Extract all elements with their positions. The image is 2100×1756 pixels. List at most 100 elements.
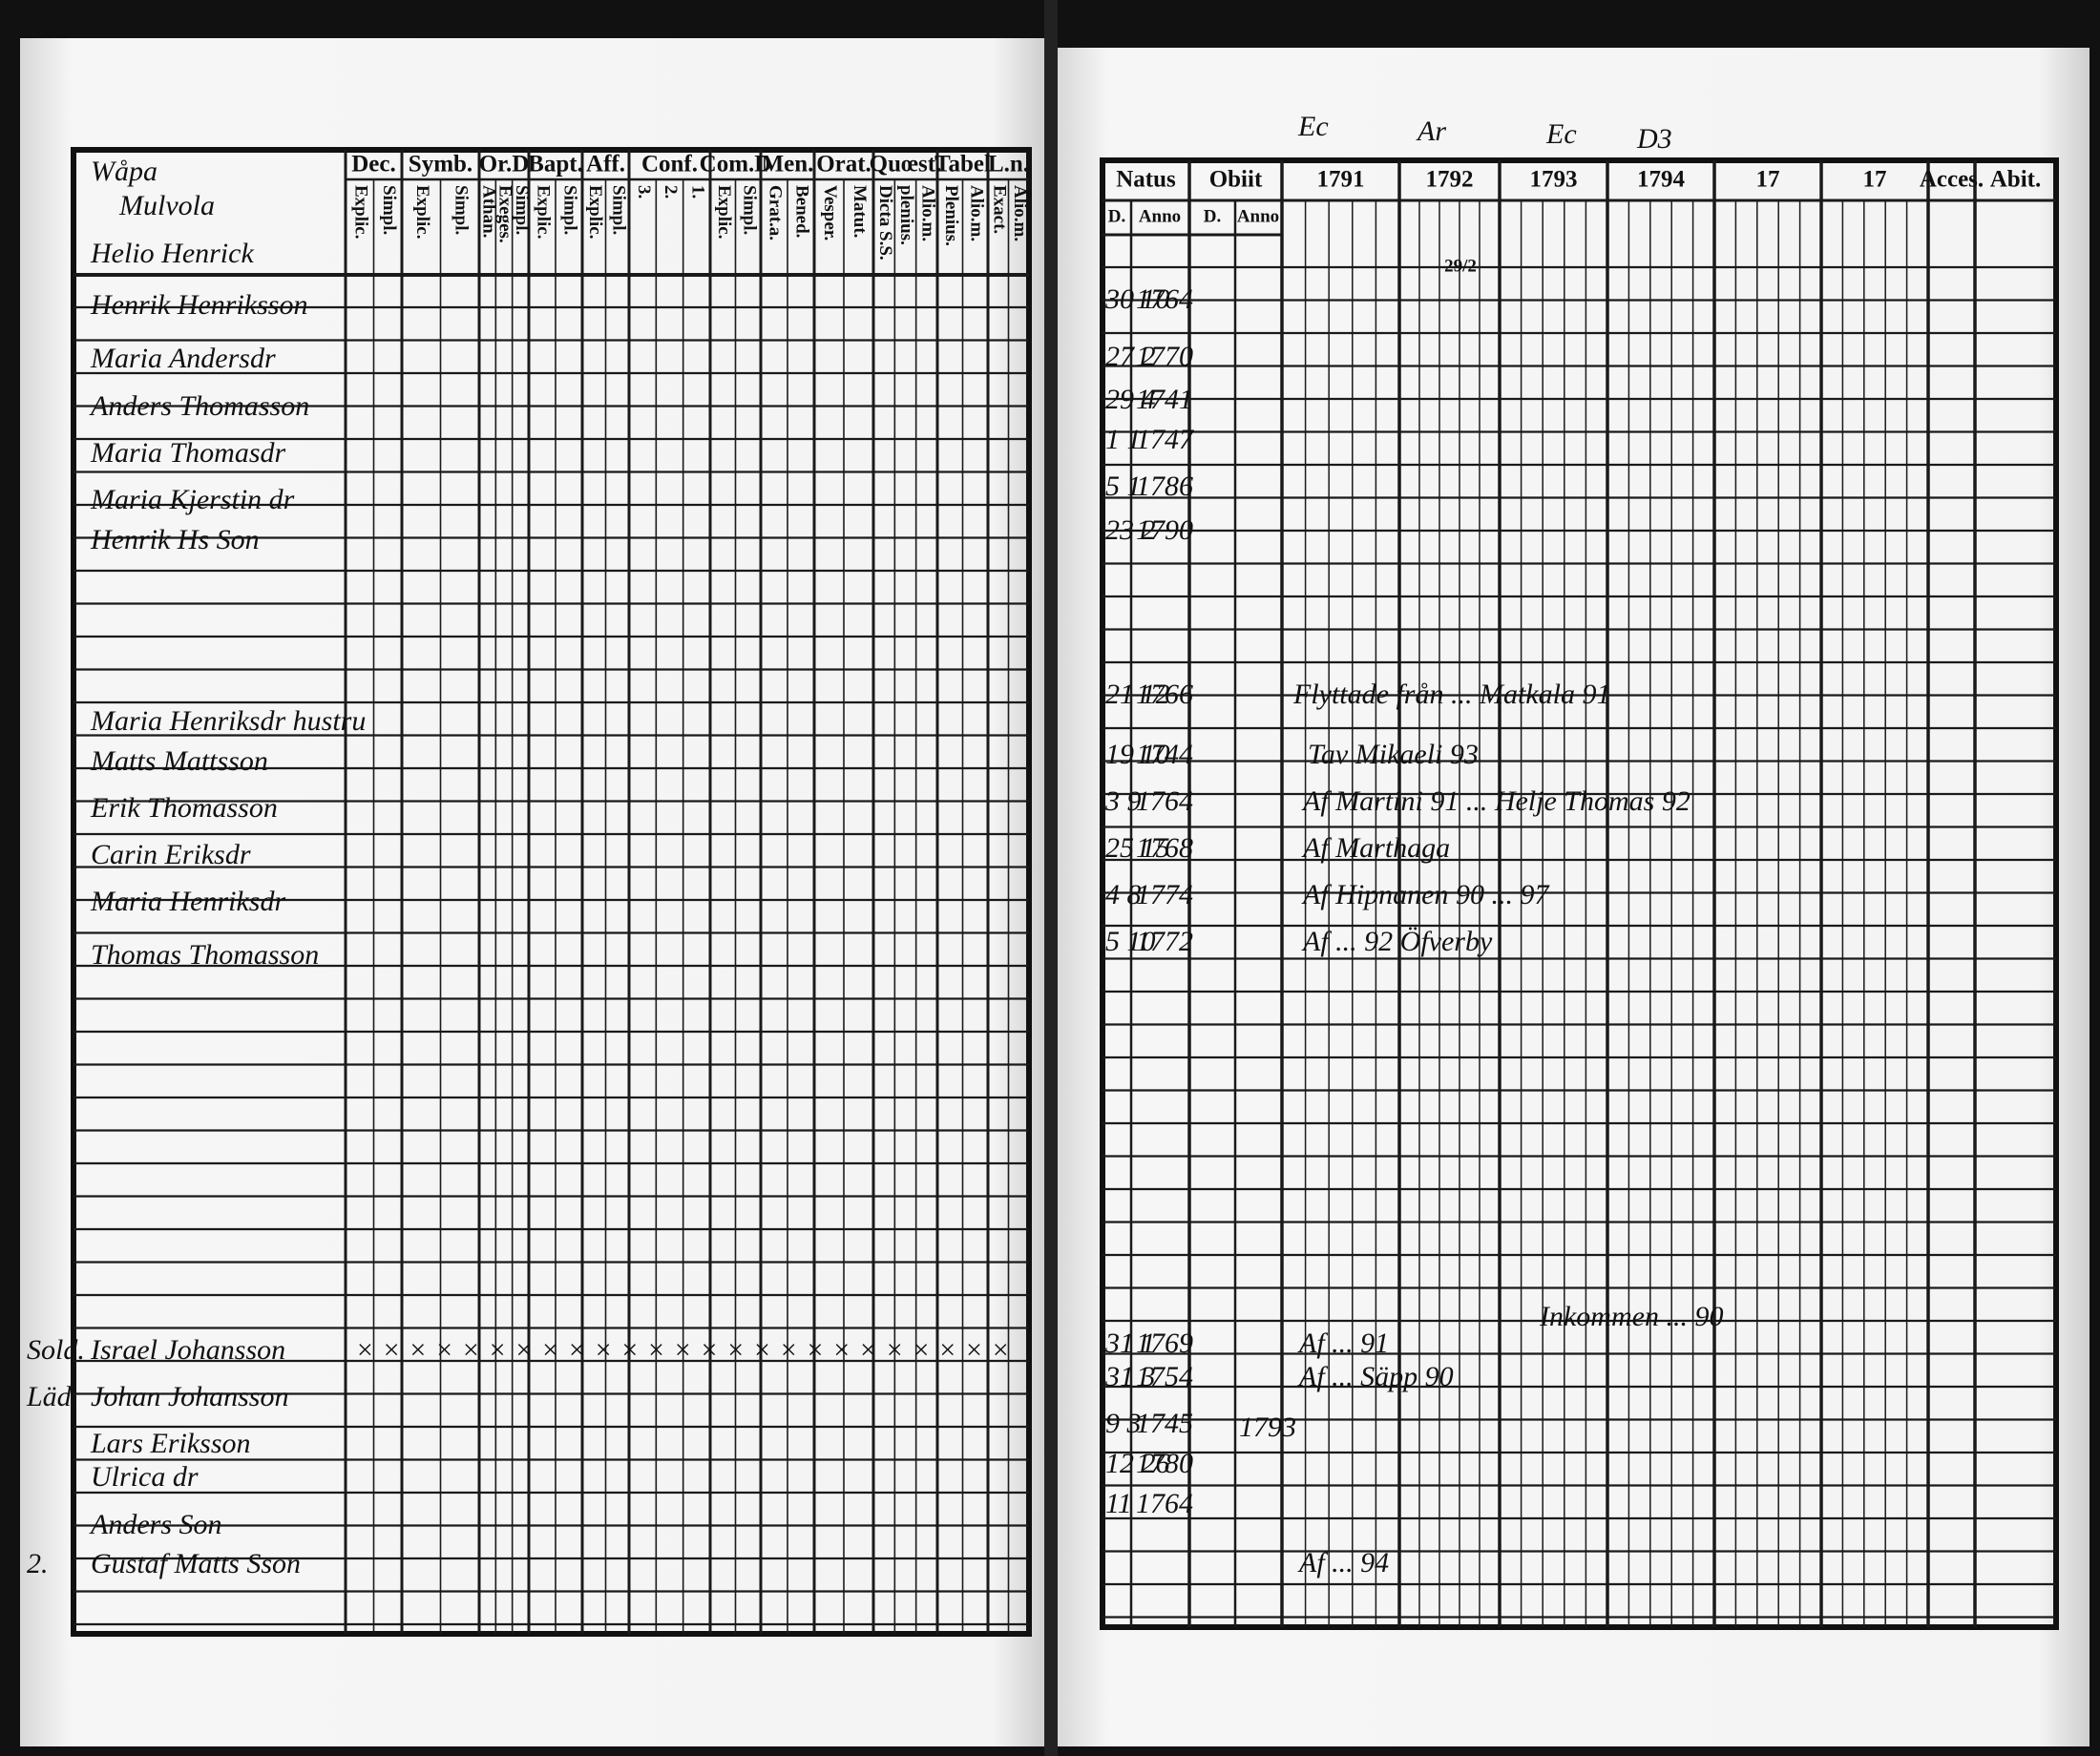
remark: Af Hipnanen 90 ... 97 xyxy=(1301,879,1550,910)
remark: Inkommen ... 90 xyxy=(1539,1301,1723,1332)
column-subhead: Alio.m. xyxy=(1010,185,1030,241)
column-title: Acces. xyxy=(1920,167,1984,193)
top-note: D3 xyxy=(1636,123,1672,155)
birth-day: 9 3 xyxy=(1105,1408,1142,1439)
column-subhead: Simpl. xyxy=(512,185,532,235)
column-subhead: Matut. xyxy=(850,185,870,238)
person-name: Gustaf Matts Sson xyxy=(91,1548,301,1579)
column-title: 1791 xyxy=(1317,167,1365,193)
side-note: Sold. xyxy=(27,1334,85,1366)
column-title: Natus xyxy=(1116,167,1176,193)
birth-year: 1764 xyxy=(1136,1488,1193,1519)
birth-day: 30 10 xyxy=(1104,283,1170,315)
person-name: Maria Thomasdr xyxy=(90,437,286,469)
person-name: Maria Henriksdr hustru xyxy=(90,705,366,737)
person-name: Israel Johansson xyxy=(90,1334,285,1366)
column-title: Abit. xyxy=(1990,167,2041,193)
birth-day: 25 15 xyxy=(1105,832,1170,864)
column-subhead: Explic. xyxy=(714,185,734,239)
column-title: Orat. xyxy=(816,152,872,178)
column-subhead: Vesper. xyxy=(820,185,840,240)
birth-year: 1741 xyxy=(1136,384,1193,415)
birth-year: 1747 xyxy=(1136,424,1195,455)
column-subhead: Simpl. xyxy=(739,185,759,235)
column-subhead: Bened. xyxy=(792,185,812,238)
column-subhead: Exeges. xyxy=(495,185,515,243)
column-subhead: Exact. xyxy=(989,185,1009,234)
column-title: Com.D xyxy=(700,152,772,178)
birth-day: 27 2 xyxy=(1105,341,1156,372)
birth-year: 1770 xyxy=(1136,341,1193,372)
corner-label: Wåpa xyxy=(91,156,158,187)
column-subhead: plenius. xyxy=(896,185,916,245)
column-title: 17 xyxy=(1756,167,1780,193)
birth-day: 31 1 xyxy=(1104,1327,1156,1359)
column-title: 1793 xyxy=(1530,167,1578,193)
remark: Af ... 92 Öfverby xyxy=(1301,926,1493,957)
village: Mulvola xyxy=(118,190,215,221)
column-subhead: 2. xyxy=(661,185,681,199)
top-note: Ec xyxy=(1297,111,1329,142)
column-title: L.n. xyxy=(988,152,1029,178)
spine xyxy=(1044,0,1058,1756)
person-name: Johan Johansson xyxy=(91,1381,288,1412)
birth-year: 1769 xyxy=(1136,1327,1193,1359)
column-subhead: Simpl. xyxy=(379,185,399,235)
column-subhead: Simpl. xyxy=(608,185,628,235)
person-name: Anders Son xyxy=(89,1509,222,1540)
column-title: Or.D xyxy=(479,152,530,178)
person-name: Maria Kjerstin dr xyxy=(90,484,295,515)
person-name: Ulrica dr xyxy=(91,1461,199,1493)
column-subhead: Simpl. xyxy=(451,185,471,235)
marks-row: × × × × × × × × × × × × × × × × × × × × … xyxy=(355,1334,1010,1366)
person-name: Maria Henriksdr xyxy=(90,886,285,917)
column-subhead: 3. xyxy=(634,185,654,199)
birth-year: 1780 xyxy=(1136,1448,1193,1479)
column-subhead: 1. xyxy=(687,185,707,199)
ruling xyxy=(74,150,2056,1634)
birth-year: 1754 xyxy=(1136,1361,1193,1392)
column-title: Dec. xyxy=(351,152,396,178)
column-subhead: Grat.a. xyxy=(766,185,786,240)
person-name: Thomas Thomasson xyxy=(91,939,319,971)
remark: Af ... Säpp 90 xyxy=(1297,1361,1454,1392)
birth-year: 1764 xyxy=(1136,785,1193,817)
death-year: 1793 xyxy=(1239,1411,1296,1443)
birth-day: 5 10 xyxy=(1105,926,1156,957)
person-name: Henrik Hs Son xyxy=(90,524,260,555)
column-subhead: Explic. xyxy=(585,185,605,239)
column-title: Tabel xyxy=(934,152,991,178)
birth-year: 1768 xyxy=(1136,832,1193,864)
remark: Af Marthaga xyxy=(1301,832,1450,864)
birth-year: 1764 xyxy=(1136,283,1193,315)
birth-year: 1790 xyxy=(1136,514,1193,546)
column-subhead: D. xyxy=(1108,206,1125,226)
side-note: Läd. xyxy=(26,1381,78,1412)
top-note: Ec xyxy=(1545,118,1577,150)
column-subhead: Alio.m. xyxy=(917,185,937,241)
birth-day: 11 xyxy=(1105,1488,1132,1519)
column-subhead: Alio.m. xyxy=(966,185,986,241)
birth-day: 31 3 xyxy=(1104,1361,1156,1392)
column-subhead: Explic. xyxy=(350,185,370,239)
birth-day: 23 2 xyxy=(1105,514,1156,546)
column-title: Bapt. xyxy=(528,152,583,178)
birth-year: 1766 xyxy=(1136,679,1193,710)
person-name: Henrik Henriksson xyxy=(90,289,307,321)
column-title: 1792 xyxy=(1426,167,1474,193)
birth-year: 1772 xyxy=(1136,926,1193,957)
column-subhead: Plenius. xyxy=(941,185,961,246)
column-title: Men. xyxy=(762,152,814,178)
column-subhead: Simpl. xyxy=(560,185,580,235)
person-name: Maria Andersdr xyxy=(90,343,276,374)
column-title: Symb. xyxy=(409,152,472,178)
column-title: 1794 xyxy=(1637,167,1686,193)
birth-day: 19 10 xyxy=(1105,739,1170,770)
column-title: Conf. xyxy=(641,152,698,178)
birth-day: 21 12 xyxy=(1105,679,1170,710)
side-note: 2. xyxy=(27,1548,49,1579)
person-name: Erik Thomasson xyxy=(90,792,278,824)
remark: Af Martini 91 ... Helje Thomas 92 xyxy=(1301,785,1690,817)
birth-year: 1786 xyxy=(1136,470,1193,502)
